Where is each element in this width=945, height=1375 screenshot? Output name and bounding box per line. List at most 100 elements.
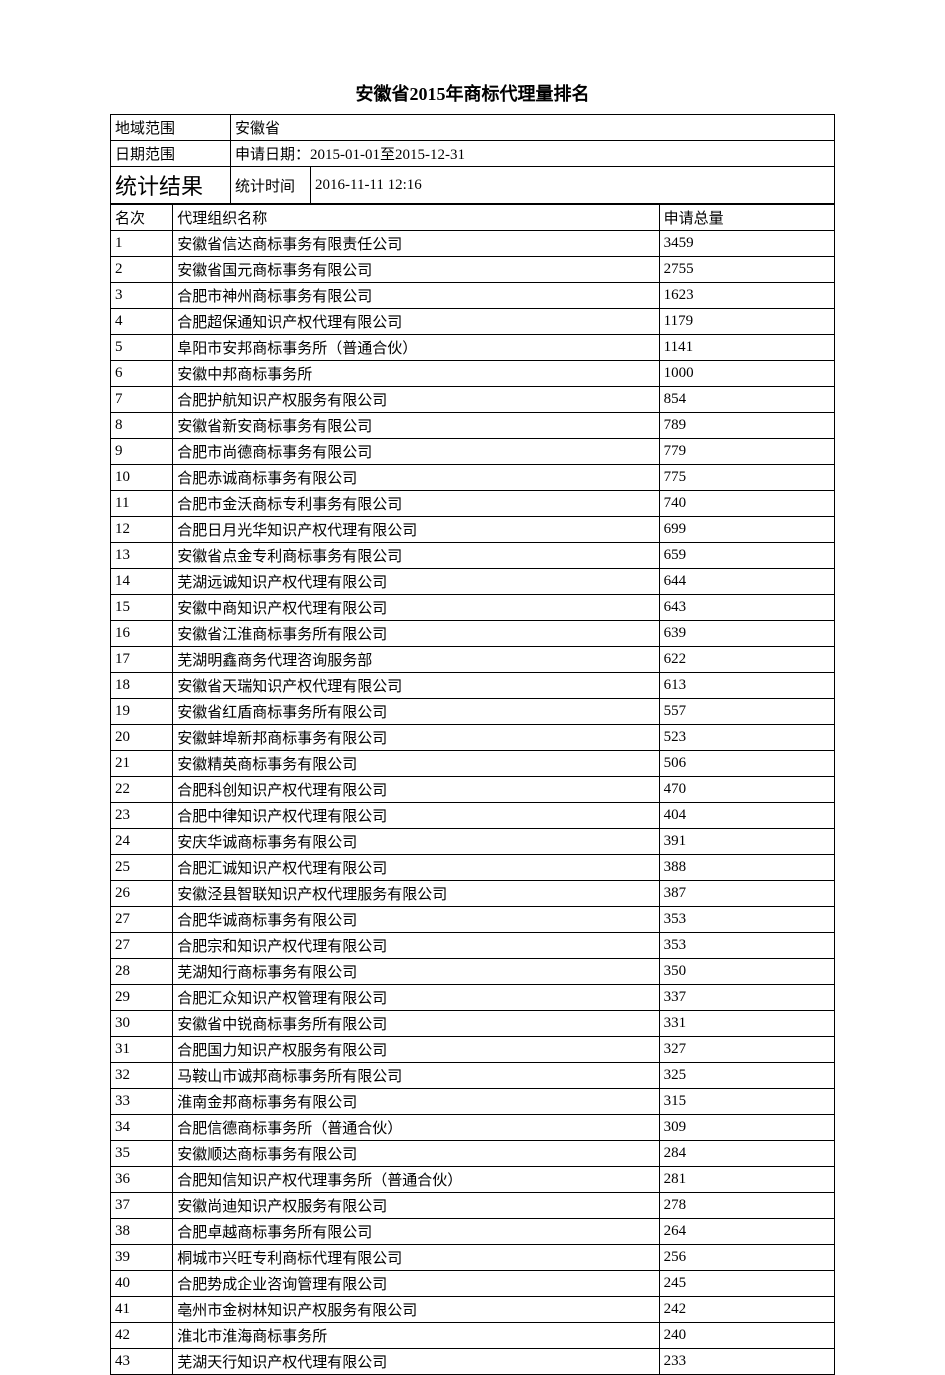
cell-count: 644: [659, 569, 834, 595]
cell-org: 安徽尚迪知识产权服务有限公司: [173, 1193, 659, 1219]
cell-org: 安徽省天瑞知识产权代理有限公司: [173, 673, 659, 699]
table-row: 21安徽精英商标事务有限公司506: [111, 751, 835, 777]
cell-org: 合肥超保通知识产权代理有限公司: [173, 309, 659, 335]
table-row: 6安徽中邦商标事务所1000: [111, 361, 835, 387]
cell-count: 659: [659, 543, 834, 569]
header-row: 名次 代理组织名称 申请总量: [111, 205, 835, 231]
cell-org: 桐城市兴旺专利商标代理有限公司: [173, 1245, 659, 1271]
header-org: 代理组织名称: [173, 205, 659, 231]
cell-org: 安徽泾县智联知识产权代理服务有限公司: [173, 881, 659, 907]
cell-org: 合肥信德商标事务所（普通合伙）: [173, 1115, 659, 1141]
cell-org: 安徽蚌埠新邦商标事务有限公司: [173, 725, 659, 751]
cell-rank: 7: [111, 387, 173, 413]
cell-rank: 24: [111, 829, 173, 855]
cell-rank: 27: [111, 907, 173, 933]
cell-org: 芜湖远诚知识产权代理有限公司: [173, 569, 659, 595]
cell-count: 350: [659, 959, 834, 985]
cell-org: 合肥汇诚知识产权代理有限公司: [173, 855, 659, 881]
cell-org: 安徽省中锐商标事务所有限公司: [173, 1011, 659, 1037]
cell-rank: 25: [111, 855, 173, 881]
table-row: 3合肥市神州商标事务有限公司1623: [111, 283, 835, 309]
cell-count: 470: [659, 777, 834, 803]
table-row: 37安徽尚迪知识产权服务有限公司278: [111, 1193, 835, 1219]
cell-rank: 20: [111, 725, 173, 751]
cell-count: 1623: [659, 283, 834, 309]
cell-count: 245: [659, 1271, 834, 1297]
cell-rank: 6: [111, 361, 173, 387]
table-row: 1安徽省信达商标事务有限责任公司3459: [111, 231, 835, 257]
table-row: 9合肥市尚德商标事务有限公司779: [111, 439, 835, 465]
cell-rank: 42: [111, 1323, 173, 1349]
cell-rank: 36: [111, 1167, 173, 1193]
date-value: 申请日期：2015-01-01至2015-12-31: [231, 141, 835, 167]
table-row: 31合肥国力知识产权服务有限公司327: [111, 1037, 835, 1063]
cell-count: 622: [659, 647, 834, 673]
cell-rank: 43: [111, 1349, 173, 1375]
cell-org: 安徽省红盾商标事务所有限公司: [173, 699, 659, 725]
cell-org: 合肥市神州商标事务有限公司: [173, 283, 659, 309]
cell-org: 安徽顺达商标事务有限公司: [173, 1141, 659, 1167]
cell-org: 合肥市金沃商标专利事务有限公司: [173, 491, 659, 517]
stats-time-label: 统计时间: [231, 167, 311, 204]
cell-count: 740: [659, 491, 834, 517]
cell-rank: 4: [111, 309, 173, 335]
cell-count: 337: [659, 985, 834, 1011]
cell-org: 亳州市金树林知识产权服务有限公司: [173, 1297, 659, 1323]
table-row: 33淮南金邦商标事务有限公司315: [111, 1089, 835, 1115]
table-row: 24安庆华诚商标事务有限公司391: [111, 829, 835, 855]
cell-count: 353: [659, 907, 834, 933]
cell-rank: 41: [111, 1297, 173, 1323]
table-row: 16安徽省江淮商标事务所有限公司639: [111, 621, 835, 647]
table-row: 17芜湖明鑫商务代理咨询服务部622: [111, 647, 835, 673]
cell-count: 391: [659, 829, 834, 855]
cell-rank: 29: [111, 985, 173, 1011]
cell-rank: 14: [111, 569, 173, 595]
stats-time-value: 2016-11-11 12:16: [311, 167, 835, 204]
cell-org: 阜阳市安邦商标事务所（普通合伙）: [173, 335, 659, 361]
table-row: 14芜湖远诚知识产权代理有限公司644: [111, 569, 835, 595]
cell-rank: 1: [111, 231, 173, 257]
page-title: 安徽省2015年商标代理量排名: [110, 80, 835, 106]
cell-org: 芜湖知行商标事务有限公司: [173, 959, 659, 985]
date-label: 日期范围: [111, 141, 231, 167]
cell-count: 506: [659, 751, 834, 777]
cell-count: 309: [659, 1115, 834, 1141]
cell-org: 合肥卓越商标事务所有限公司: [173, 1219, 659, 1245]
cell-org: 合肥中律知识产权代理有限公司: [173, 803, 659, 829]
cell-count: 404: [659, 803, 834, 829]
table-row: 36合肥知信知识产权代理事务所（普通合伙）281: [111, 1167, 835, 1193]
table-row: 41亳州市金树林知识产权服务有限公司242: [111, 1297, 835, 1323]
cell-count: 557: [659, 699, 834, 725]
cell-count: 523: [659, 725, 834, 751]
table-row: 26安徽泾县智联知识产权代理服务有限公司387: [111, 881, 835, 907]
table-row: 29合肥汇众知识产权管理有限公司337: [111, 985, 835, 1011]
cell-org: 安徽省国元商标事务有限公司: [173, 257, 659, 283]
table-row: 30安徽省中锐商标事务所有限公司331: [111, 1011, 835, 1037]
table-row: 4合肥超保通知识产权代理有限公司1179: [111, 309, 835, 335]
cell-org: 合肥势成企业咨询管理有限公司: [173, 1271, 659, 1297]
cell-org: 安徽省信达商标事务有限责任公司: [173, 231, 659, 257]
cell-rank: 35: [111, 1141, 173, 1167]
cell-count: 854: [659, 387, 834, 413]
cell-rank: 10: [111, 465, 173, 491]
meta-row-date: 日期范围 申请日期：2015-01-01至2015-12-31: [111, 141, 835, 167]
cell-count: 699: [659, 517, 834, 543]
table-row: 7合肥护航知识产权服务有限公司854: [111, 387, 835, 413]
table-row: 27合肥华诚商标事务有限公司353: [111, 907, 835, 933]
table-row: 8安徽省新安商标事务有限公司789: [111, 413, 835, 439]
header-count: 申请总量: [659, 205, 834, 231]
stats-result-label: 统计结果: [111, 167, 231, 204]
cell-org: 合肥护航知识产权服务有限公司: [173, 387, 659, 413]
table-row: 40合肥势成企业咨询管理有限公司245: [111, 1271, 835, 1297]
table-row: 5阜阳市安邦商标事务所（普通合伙）1141: [111, 335, 835, 361]
cell-count: 613: [659, 673, 834, 699]
cell-count: 789: [659, 413, 834, 439]
cell-rank: 28: [111, 959, 173, 985]
table-row: 11合肥市金沃商标专利事务有限公司740: [111, 491, 835, 517]
cell-count: 1141: [659, 335, 834, 361]
cell-rank: 13: [111, 543, 173, 569]
cell-count: 1000: [659, 361, 834, 387]
cell-org: 合肥宗和知识产权代理有限公司: [173, 933, 659, 959]
cell-count: 388: [659, 855, 834, 881]
cell-count: 779: [659, 439, 834, 465]
